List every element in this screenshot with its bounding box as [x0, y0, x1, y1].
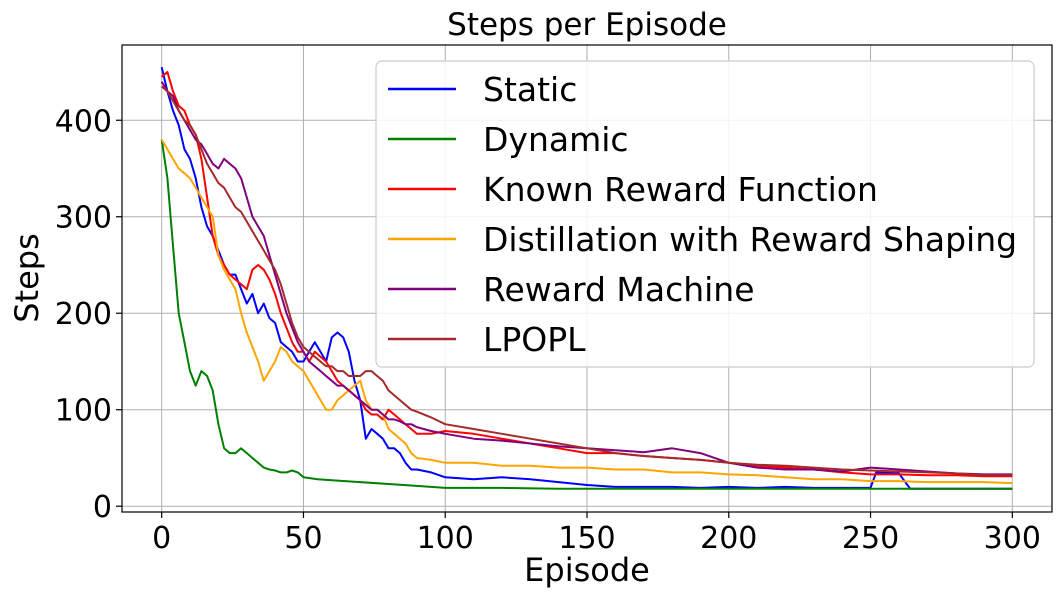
series-lines — [160, 66, 1013, 490]
x-axis-label: Episode — [524, 551, 650, 589]
x-tick-label: 100 — [417, 521, 474, 556]
x-tick-label: 50 — [284, 521, 322, 556]
legend: Static Dynamic Known Reward Function Distil… — [375, 60, 1035, 368]
x-axis-ticks: 0 50 100 150 200 250 300 — [152, 512, 1041, 556]
legend-box — [375, 60, 1035, 368]
legend-label-lpopl: LPOPL — [483, 320, 586, 359]
chart-title: Steps per Episode — [447, 7, 727, 43]
series-line-lpopl — [161, 85, 1013, 477]
x-tick-label: 150 — [558, 521, 615, 556]
legend-label-known-reward-function: Known Reward Function — [483, 170, 878, 209]
legend-label-reward-machine: Reward Machine — [483, 270, 755, 309]
y-tick-label: 300 — [55, 201, 112, 236]
legend-label-static: Static — [483, 70, 577, 109]
y-tick-label: 0 — [93, 490, 112, 525]
series-line-reward-machine — [160, 81, 1013, 476]
y-tick-label: 200 — [55, 297, 112, 332]
legend-label-dynamic: Dynamic — [483, 120, 629, 159]
x-tick-label: 300 — [984, 521, 1041, 556]
y-tick-label: 400 — [55, 104, 112, 139]
y-axis-ticks: 0 100 200 300 400 — [55, 104, 122, 525]
x-tick-label: 200 — [700, 521, 757, 556]
y-axis-label: Steps — [8, 233, 46, 323]
series-line-distillation-with-reward-shaping — [160, 139, 1013, 485]
y-tick-label: 100 — [55, 394, 112, 429]
x-tick-label: 0 — [152, 521, 171, 556]
series-line-dynamic — [160, 139, 1013, 490]
x-tick-label: 250 — [842, 521, 899, 556]
legend-label-distillation-with-reward-shaping: Distillation with Reward Shaping — [483, 220, 1017, 259]
